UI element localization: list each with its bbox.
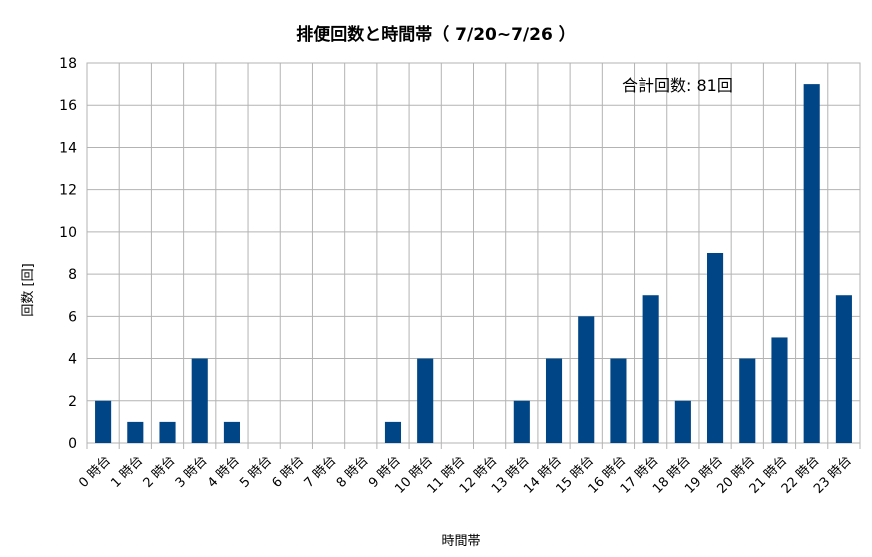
y-tick-label: 16: [59, 98, 77, 114]
grid-lines: [86, 62, 861, 449]
bar: [835, 295, 852, 443]
x-tick-label: 3 時台: [173, 453, 211, 491]
y-tick-label: 10: [59, 225, 77, 241]
y-tick-label: 0: [68, 436, 77, 452]
bar: [191, 358, 208, 443]
bar: [95, 400, 112, 443]
bar: [223, 421, 240, 443]
x-tick-label: 7 時台: [302, 453, 340, 491]
bar: [127, 421, 144, 443]
y-tick-label: 18: [59, 56, 77, 72]
x-tick-label: 4 時台: [205, 453, 243, 491]
chart-title: 排便回数と時間帯（ 7/20~7/26 ）: [296, 24, 575, 45]
bar: [674, 400, 691, 443]
y-axis-label: 回数 [回]: [21, 263, 36, 316]
bar: [707, 253, 724, 443]
y-tick-label: 2: [68, 394, 77, 410]
x-tick-label: 1 時台: [108, 453, 146, 491]
bar: [545, 358, 563, 443]
bar: [417, 358, 434, 443]
bar: [642, 295, 659, 443]
y-tick-label: 4: [68, 352, 77, 368]
x-tick-label: 2 時台: [141, 453, 179, 491]
bar: [513, 400, 530, 443]
y-tick-label: 6: [68, 309, 77, 325]
bar: [803, 84, 820, 443]
y-tick-label: 14: [59, 140, 77, 156]
bar: [771, 337, 788, 443]
bar: [739, 358, 756, 443]
x-tick-label: 8 時台: [334, 453, 372, 491]
bars: [95, 84, 852, 443]
x-tick-labels: 0 時台1 時台2 時台3 時台4 時台5 時台6 時台7 時台8 時台9 時台…: [76, 453, 855, 497]
bar: [610, 358, 627, 443]
x-tick-label: 6 時台: [269, 453, 307, 491]
y-tick-label: 8: [68, 267, 77, 283]
total-count-annotation: 合計回数: 81回: [622, 76, 733, 95]
bar: [159, 421, 176, 443]
x-tick-label: 0 時台: [76, 453, 114, 491]
bar: [578, 316, 595, 443]
bar: [384, 421, 402, 443]
y-tick-labels: 0 2 4 6 8 10 12 14 16 18: [59, 56, 77, 452]
y-tick-label: 12: [59, 183, 77, 199]
x-tick-label: 5 時台: [237, 453, 275, 491]
x-axis-label: 時間帯: [441, 534, 480, 549]
